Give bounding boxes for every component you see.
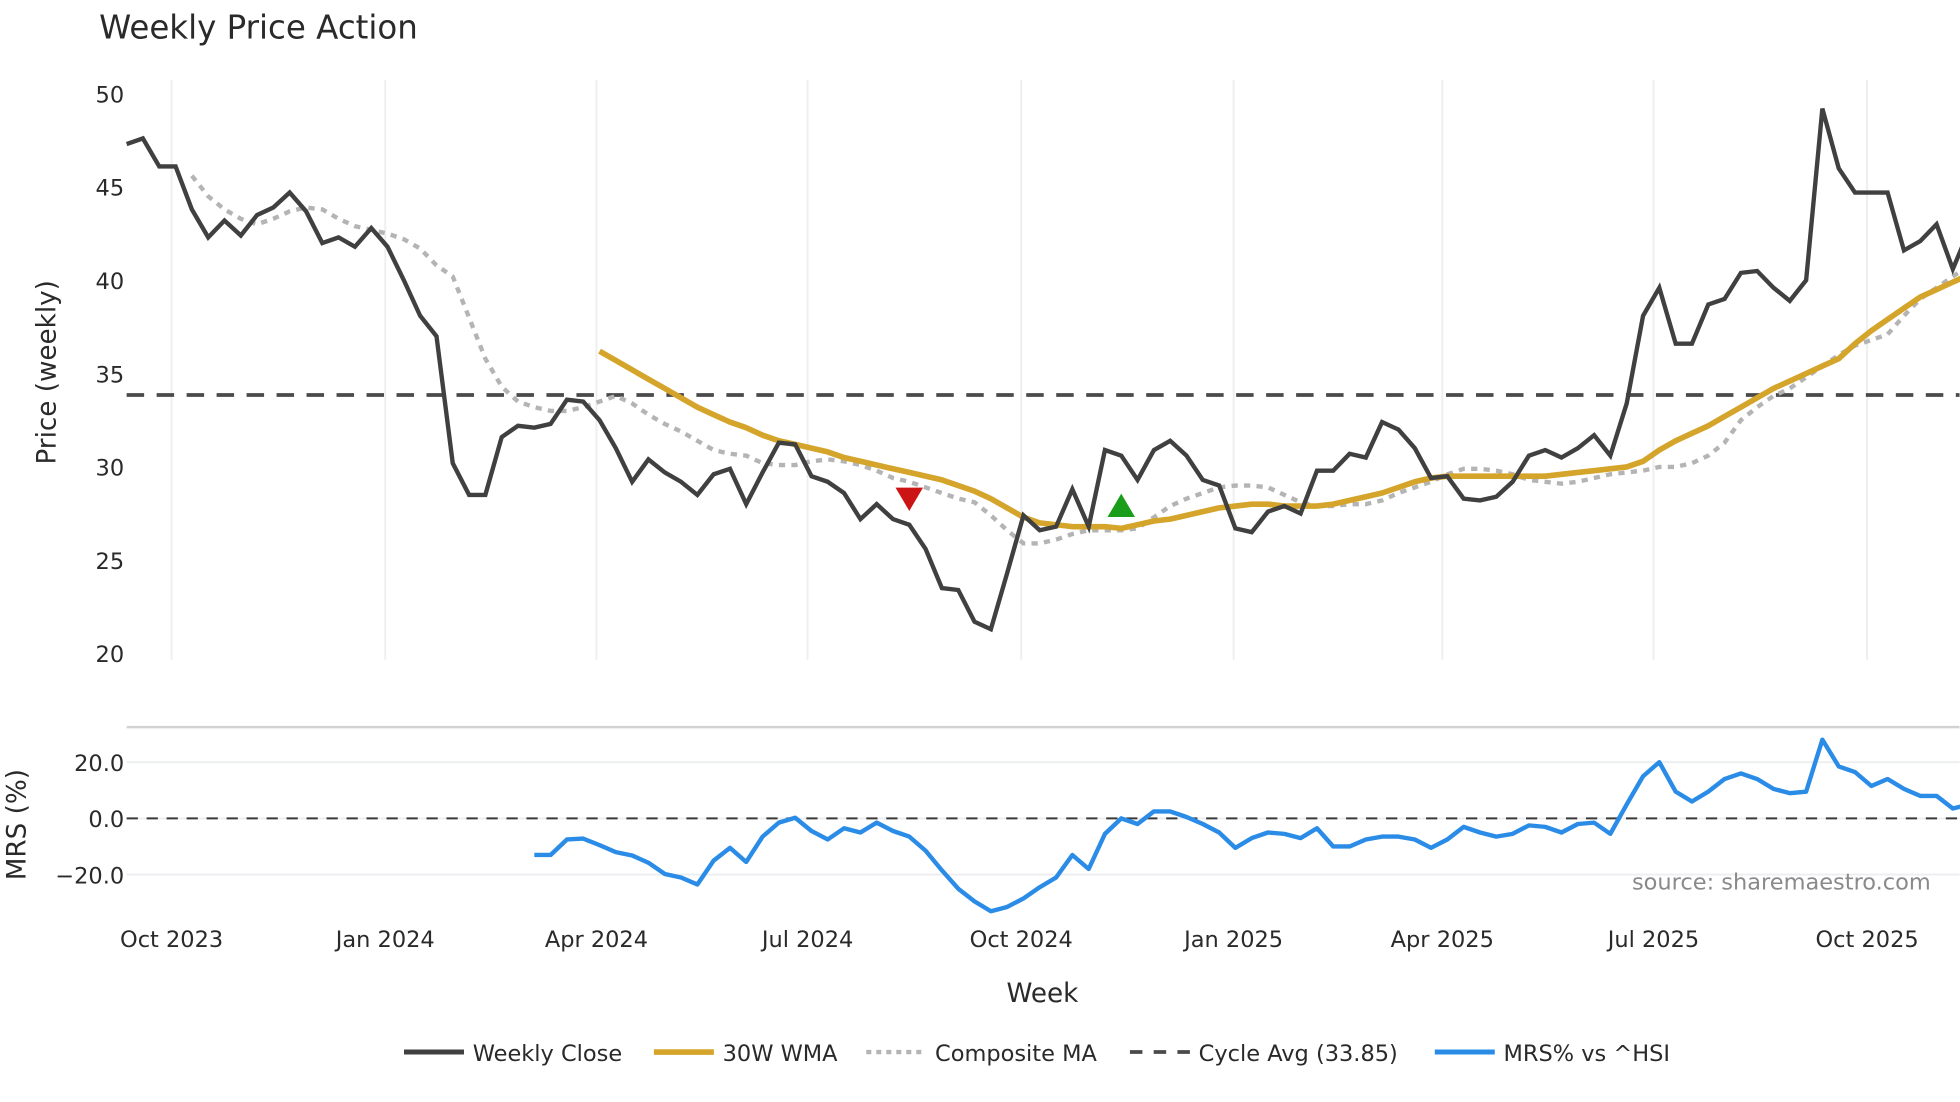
x-tick-label: Oct 2024 [970,927,1073,953]
legend-label: Composite MA [935,1041,1097,1067]
legend: Weekly Close 30W WMA Composite MA Cycle Avg… [404,1041,1670,1067]
x-tick-label: Jul 2024 [760,927,853,953]
source-credit: source: sharemaestro.com [1632,870,1931,896]
x-tick-label: Jan 2024 [334,927,435,953]
price-panel: 50 45 40 35 30 25 20 Price (weekly) [32,79,1960,668]
legend-weekly-close[interactable]: Weekly Close [404,1041,622,1067]
y-tick-label: 45 [96,176,125,202]
legend-label: Weekly Close [473,1041,622,1067]
x-tick-label: Apr 2024 [545,927,648,953]
x-tick-label: Oct 2023 [120,927,223,953]
buy-signal-triangle-icon [1107,493,1135,518]
sell-signal-triangle-icon [895,487,924,511]
mrs-y-ticks: 20.0 0.0 −20.0 [55,751,124,889]
x-tick-label: Jan 2025 [1182,927,1283,953]
mrs-panel: 20.0 0.0 −20.0 MRS (%) source: sharemaestr… [2,737,1960,914]
chart-title: Weekly Price Action [99,9,418,47]
composite-ma-line [190,174,1960,546]
legend-label: Cycle Avg (33.85) [1199,1041,1398,1067]
y-tick-label: 35 [96,362,125,388]
legend-cycle-avg[interactable]: Cycle Avg (33.85) [1129,1041,1398,1067]
y-tick-label: 40 [96,269,125,295]
price-y-ticks: 50 45 40 35 30 25 20 [96,82,125,668]
x-axis-label: Week [1007,979,1080,1009]
mrs-tick-label: 0.0 [88,807,124,833]
mrs-tick-label: −20.0 [55,863,124,889]
weekly-close-line [125,107,1960,633]
mrs-axis-label: MRS (%) [2,769,32,880]
x-axis-ticks: Oct 2023 Jan 2024 Apr 2024 Jul 2024 Oct 2024… [120,927,1919,953]
legend-label: 30W WMA [723,1041,839,1067]
legend-mrs[interactable]: MRS% vs ^HSI [1434,1041,1671,1067]
y-tick-label: 30 [96,456,125,482]
signal-markers [895,487,1135,518]
mrs-tick-label: 20.0 [74,751,124,777]
x-tick-label: Oct 2025 [1816,927,1919,953]
mrs-gridlines [126,761,1960,876]
price-axis-label: Price (weekly) [32,280,62,464]
mrs-line [534,737,1960,914]
legend-label: MRS% vs ^HSI [1504,1041,1671,1067]
legend-30w-wma[interactable]: 30W WMA [653,1041,839,1067]
y-tick-label: 25 [96,549,125,575]
price-gridlines [170,79,1869,660]
y-tick-label: 50 [96,82,125,108]
wma-30w-line [598,275,1960,532]
legend-composite-ma[interactable]: Composite MA [866,1041,1097,1067]
x-tick-label: Jul 2025 [1606,927,1699,953]
x-tick-label: Apr 2025 [1391,927,1494,953]
y-tick-label: 20 [96,642,125,668]
